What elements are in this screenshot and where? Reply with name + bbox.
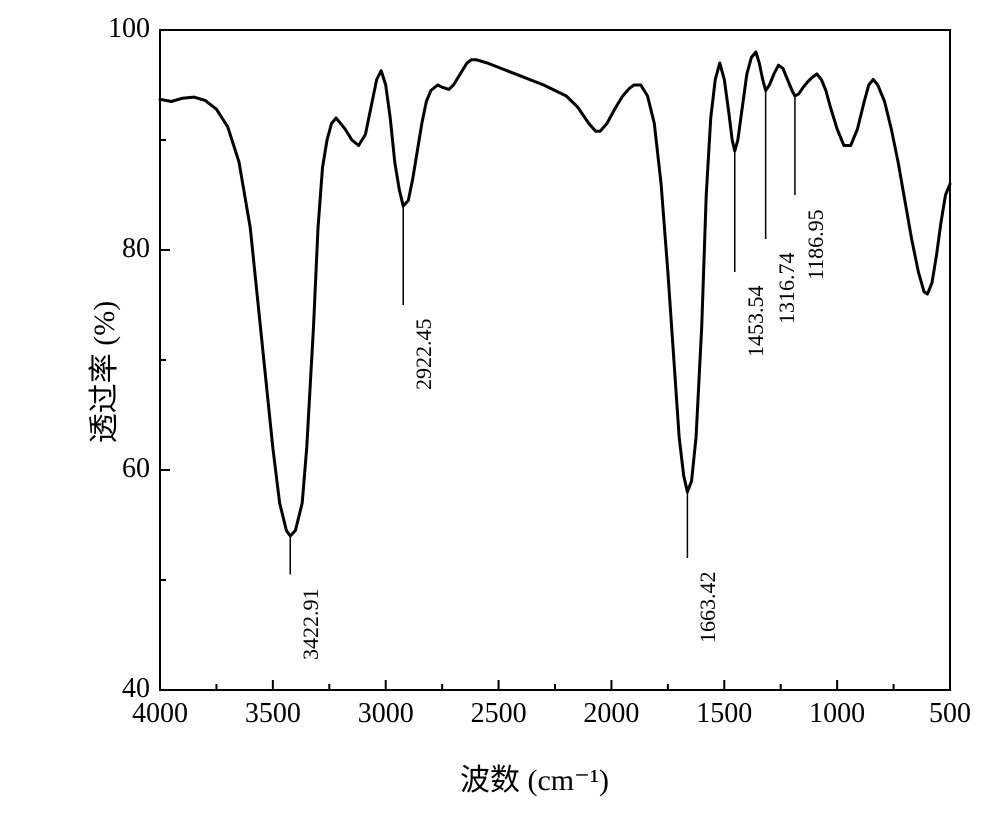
x-axis-label-text: 波数 (cm⁻¹) bbox=[460, 764, 609, 797]
y-tick-label: 40 bbox=[90, 673, 150, 705]
chart-container: 透过率 (%) 波数 (cm⁻¹) 4000350030002500200015… bbox=[0, 0, 1000, 820]
x-tick-label: 500 bbox=[910, 698, 990, 730]
x-axis-label: 波数 (cm⁻¹) bbox=[460, 755, 609, 799]
x-tick-label: 1000 bbox=[797, 698, 877, 730]
peak-label: 1186.95 bbox=[803, 209, 829, 280]
y-axis-label-text: 透过率 (%) bbox=[88, 301, 121, 443]
y-axis-label: 透过率 (%) bbox=[79, 301, 123, 443]
x-tick-label: 2500 bbox=[459, 698, 539, 730]
peak-label: 3422.91 bbox=[298, 588, 324, 660]
peak-label: 1663.42 bbox=[695, 572, 721, 644]
x-tick-label: 1500 bbox=[684, 698, 764, 730]
y-tick-label: 80 bbox=[90, 233, 150, 265]
x-tick-label: 3500 bbox=[233, 698, 313, 730]
spectrum-chart bbox=[0, 0, 1000, 820]
peak-label: 1316.74 bbox=[774, 253, 800, 325]
y-tick-label: 100 bbox=[90, 13, 150, 45]
peak-label: 1453.54 bbox=[743, 286, 769, 358]
peak-label: 2922.45 bbox=[411, 319, 437, 391]
x-tick-label: 3000 bbox=[346, 698, 426, 730]
x-tick-label: 2000 bbox=[571, 698, 651, 730]
y-tick-label: 60 bbox=[90, 453, 150, 485]
